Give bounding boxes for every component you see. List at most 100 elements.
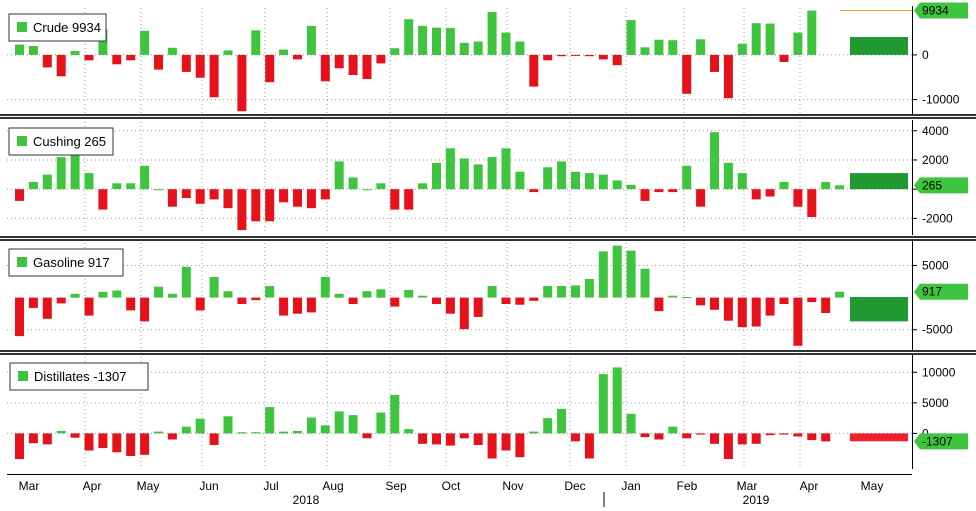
bar-gasoline-22	[320, 277, 330, 298]
bar-gasoline-20	[293, 297, 302, 314]
bar-cushing-27	[390, 189, 400, 210]
bar-crude-1	[28, 46, 38, 55]
bar-crude-53	[751, 23, 761, 55]
bar-gasoline-27	[390, 297, 400, 307]
bar-cushing-0	[15, 189, 24, 201]
bar-crude-7	[112, 54, 122, 65]
bar-distillates-23	[334, 411, 344, 434]
bar-gasoline-47	[668, 295, 678, 298]
ytick-label-distillates-1: 5000	[922, 396, 949, 410]
bar-gasoline-38	[543, 286, 553, 298]
bar-crude-54	[765, 23, 775, 55]
bar-gasoline-58	[821, 297, 831, 313]
bar-distillates-31	[445, 433, 455, 446]
ytick-label-gasoline-0: 5000	[922, 258, 949, 272]
bar-cushing-40	[571, 171, 580, 190]
bar-crude-14	[209, 54, 219, 98]
bar-gasoline-17	[251, 297, 261, 301]
bar-distillates-29	[418, 433, 428, 444]
bar-cushing-16	[237, 189, 247, 231]
bar-crude-4	[70, 50, 80, 55]
bar-cushing-8	[126, 183, 136, 190]
bar-distillates-30	[432, 433, 441, 445]
bar-gasoline-2	[42, 297, 52, 319]
bar-gasoline-3	[56, 297, 66, 304]
bar-crude-49	[696, 39, 706, 55]
bar-distillates-41	[584, 433, 594, 459]
bar-distillates-39	[557, 408, 567, 434]
bar-cushing-17	[251, 189, 261, 222]
bar-cushing-42	[598, 174, 608, 190]
bar-cushing-35	[501, 148, 511, 190]
latest-flag-label-cushing: 265	[922, 178, 942, 192]
bar-distillates-54	[765, 433, 775, 436]
bar-crude-33	[473, 41, 483, 55]
bar-distillates-16	[237, 432, 247, 434]
bar-cushing-47	[668, 189, 678, 193]
bar-distillates-36	[515, 433, 525, 458]
bar-crude-52	[737, 43, 747, 55]
bar-cushing-56	[793, 189, 803, 207]
bar-gasoline-37	[529, 297, 539, 301]
bar-crude-19	[279, 49, 289, 55]
bar-cushing-9	[140, 165, 150, 190]
bar-distillates-6	[98, 433, 108, 449]
latest-block-distillates	[850, 433, 908, 442]
bar-cushing-38	[543, 167, 553, 190]
bar-crude-23	[334, 54, 344, 69]
latest-flag-label-distillates: -1307	[922, 434, 953, 448]
bar-distillates-28	[404, 429, 414, 434]
bar-cushing-21	[306, 189, 316, 209]
bar-distillates-45	[640, 433, 650, 438]
bar-gasoline-53	[751, 297, 761, 327]
bar-cushing-31	[445, 148, 455, 190]
bar-crude-38	[543, 54, 553, 61]
bar-cushing-45	[640, 189, 650, 201]
bar-crude-46	[654, 39, 664, 55]
bar-gasoline-42	[598, 251, 608, 298]
legend-swatch-cushing	[17, 136, 27, 146]
bar-gasoline-25	[362, 291, 372, 298]
bar-distillates-11	[167, 433, 177, 440]
bar-crude-55	[779, 54, 789, 62]
bar-gasoline-8	[126, 297, 136, 311]
latest-flag-label-gasoline: 917	[922, 285, 942, 299]
month-label-8: Nov	[502, 479, 523, 493]
bar-cushing-55	[779, 181, 789, 190]
bar-distillates-21	[306, 417, 316, 434]
bar-crude-48	[682, 54, 692, 94]
bar-gasoline-39	[557, 286, 567, 298]
bar-distillates-50	[710, 433, 719, 444]
bar-cushing-49	[696, 189, 706, 207]
bar-distillates-2	[42, 433, 52, 445]
bar-cushing-6	[98, 189, 108, 210]
bar-gasoline-16	[237, 297, 247, 304]
bar-gasoline-54	[765, 297, 775, 316]
bar-cushing-53	[751, 189, 761, 200]
bar-distillates-17	[251, 432, 261, 434]
bar-cushing-7	[112, 183, 122, 190]
bar-crude-26	[376, 54, 386, 64]
bar-gasoline-33	[473, 297, 483, 317]
latest-flag-distillates	[914, 433, 968, 450]
bar-cushing-14	[209, 189, 219, 200]
bar-gasoline-36	[515, 297, 525, 305]
bar-gasoline-59	[835, 291, 845, 298]
bar-gasoline-4	[70, 293, 80, 298]
bar-distillates-4	[70, 433, 80, 438]
bar-crude-28	[404, 19, 414, 55]
bar-cushing-23	[334, 161, 344, 190]
bar-cushing-46	[654, 189, 664, 193]
bar-gasoline-50	[710, 297, 719, 310]
year-label-1: 2019	[743, 493, 770, 507]
ytick-label-gasoline-1: -5000	[922, 323, 953, 337]
month-label-2: May	[137, 479, 160, 493]
bar-cushing-44	[626, 184, 636, 190]
legend-swatch-crude	[17, 22, 27, 32]
bar-crude-11	[167, 47, 177, 55]
bar-distillates-55	[779, 433, 789, 435]
bar-distillates-8	[126, 433, 136, 456]
bar-distillates-58	[821, 433, 831, 442]
bar-gasoline-57	[807, 297, 817, 303]
bar-crude-18	[265, 54, 275, 83]
